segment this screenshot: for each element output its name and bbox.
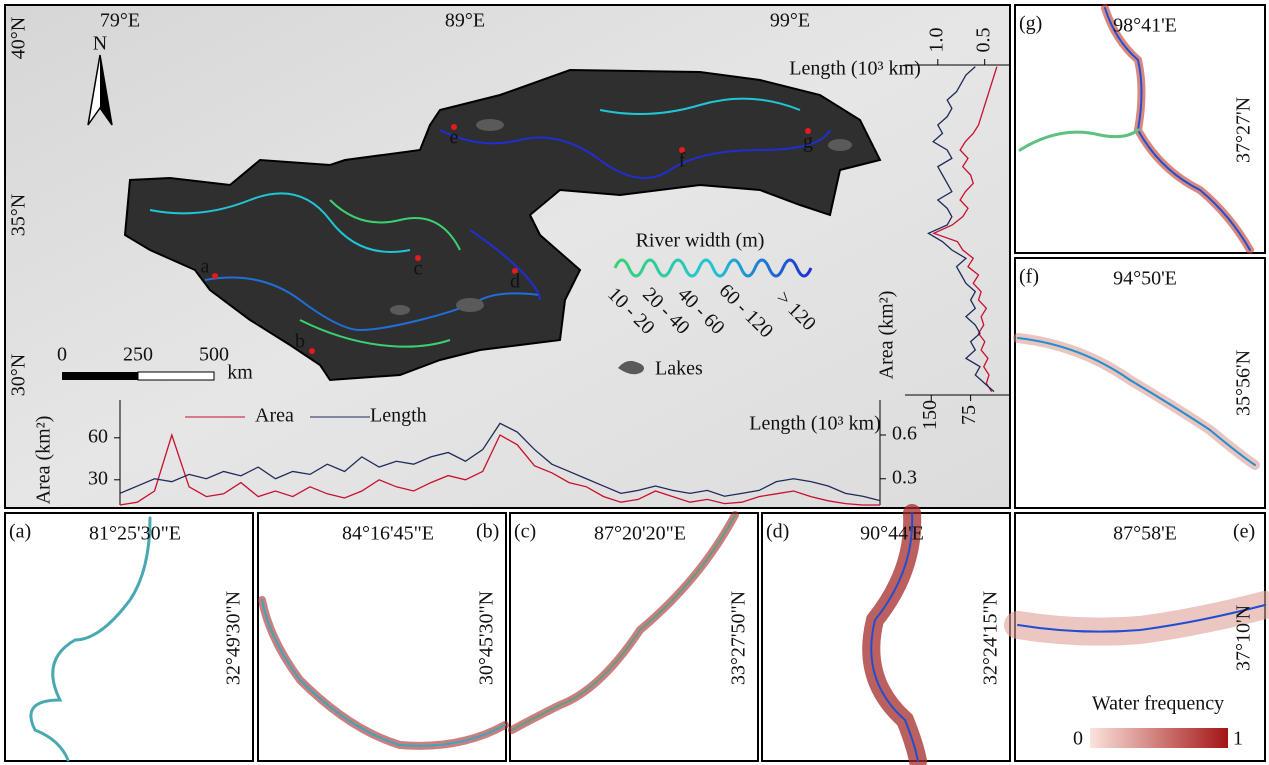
- panel-lon: 98°41'E: [1113, 15, 1177, 37]
- site-label: a: [201, 256, 210, 278]
- colorbar-max: 1: [1233, 728, 1243, 750]
- lakes: [390, 119, 852, 315]
- panel-lat: 32°49'30"N: [223, 591, 245, 685]
- x2-tick-label: 1.0: [925, 28, 947, 53]
- north-arrow-shade: [100, 55, 112, 125]
- x2-axis-label: Length (10³ km): [789, 58, 921, 80]
- panel-lon: 87°20'20"E: [594, 523, 686, 545]
- panel-frame: [257, 512, 507, 762]
- panel-lat: 30°45'30"N: [476, 591, 498, 685]
- site-label: f: [679, 150, 686, 172]
- lakes-label: Lakes: [655, 358, 703, 380]
- panel-lat: 33°27'50"N: [728, 591, 750, 685]
- panel-lon: 84°16'45"E: [342, 523, 434, 545]
- panel-lat: 37°10'N: [1233, 605, 1255, 671]
- site-label: d: [510, 271, 520, 293]
- panel-lon: 90°44'E: [860, 523, 924, 545]
- site-label: c: [414, 258, 423, 280]
- panel-lat: 37°27'N: [1233, 97, 1255, 163]
- basin: [123, 68, 882, 382]
- y2-tick-label: 0.6: [892, 423, 917, 445]
- series-line: [119, 432, 880, 506]
- panel-label: (d): [766, 521, 789, 543]
- x2-tick-label: 0.5: [972, 28, 994, 53]
- width-legend-line: [613, 258, 813, 278]
- scale-label: 500: [199, 344, 229, 366]
- site-marker: [415, 255, 421, 261]
- colorbar: [1090, 728, 1228, 748]
- lat-label: 40°N: [8, 17, 30, 59]
- y-tick-label: 30: [88, 467, 108, 489]
- panel-rivers: [29, 4, 1269, 765]
- site-label: b: [295, 331, 305, 353]
- scale-label: 250: [123, 344, 153, 366]
- panel-lon: 87°58'E: [1113, 523, 1177, 545]
- rivers: [149, 97, 831, 348]
- scale-bar: [62, 372, 138, 380]
- panel-lon: 81°25'30"E: [89, 523, 181, 545]
- panel-label: (f): [1019, 266, 1039, 288]
- y-tick-label: 60: [88, 425, 108, 447]
- panel-label: (e): [1233, 521, 1255, 543]
- legend-label: Area: [255, 405, 294, 427]
- panel-lat: 35°56'N: [1233, 350, 1255, 416]
- lon-label: 79°E: [100, 10, 140, 32]
- y-axis-label: Area (km²): [33, 416, 55, 505]
- panel-label: (b): [476, 521, 499, 543]
- lon-label: 89°E: [445, 10, 485, 32]
- site-marker: [309, 348, 315, 354]
- lon-label: 99°E: [770, 10, 810, 32]
- lake-symbol: [618, 360, 644, 375]
- panel-label: (c): [514, 521, 536, 543]
- panel-frame: [761, 512, 1011, 762]
- x-axis-label: Area (km²): [876, 291, 898, 380]
- width-legend-title: River width (m): [636, 230, 765, 252]
- scale-label: 0: [57, 344, 67, 366]
- panel-lat: 32°24'15"N: [980, 591, 1002, 685]
- site-label: e: [450, 127, 459, 149]
- y2-axis-label: Length (10³ km): [749, 413, 881, 435]
- scale-unit: km: [227, 362, 253, 384]
- series-line: [932, 66, 998, 393]
- scale-bar: [137, 371, 215, 381]
- colorbar-min: 0: [1073, 728, 1083, 750]
- lat-label: 30°N: [8, 354, 30, 396]
- site-marker: [805, 128, 811, 134]
- site-marker: [212, 273, 218, 279]
- y2-tick-label: 0.3: [892, 466, 917, 488]
- panel-label: (g): [1019, 13, 1042, 35]
- colorbar-title: Water frequency: [1092, 693, 1224, 715]
- site-marker: [451, 124, 457, 130]
- lat-label: 35°N: [8, 194, 30, 236]
- legend-label: Length: [370, 405, 427, 427]
- site-label: g: [803, 131, 813, 153]
- site-marker: [512, 268, 518, 274]
- panel-frame: [4, 512, 254, 762]
- panel-lon: 94°50'E: [1113, 268, 1177, 290]
- north-label: N: [93, 33, 107, 55]
- series-line: [119, 422, 881, 502]
- site-marker: [679, 147, 685, 153]
- x-tick-label: 150: [919, 400, 941, 430]
- series-line: [927, 66, 995, 393]
- panel-label: (a): [9, 521, 31, 543]
- x-tick-label: 75: [958, 405, 980, 425]
